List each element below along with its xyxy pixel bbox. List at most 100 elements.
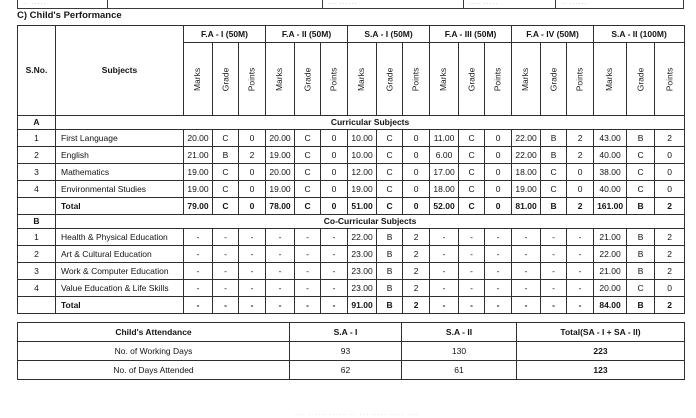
mark-cell: 2 bbox=[654, 245, 686, 263]
mark-cell: 6.00 bbox=[429, 146, 460, 164]
mark-cell: C bbox=[294, 180, 322, 198]
rotated-label: Grade bbox=[302, 67, 313, 91]
mark-cell: - bbox=[566, 279, 595, 297]
mark-cell: 0 bbox=[320, 146, 349, 164]
mark-cell: C bbox=[540, 180, 568, 198]
mark-cell: 2 bbox=[402, 262, 431, 280]
rotated-column-header: Points bbox=[237, 42, 267, 116]
total-row: Total 79.00 C 0 78.00 C 0 51.00 C 0 52.00 C 0 81.00 B 2… bbox=[17, 197, 686, 215]
subject-name-cell: Total bbox=[55, 197, 184, 215]
mark-cell: - bbox=[511, 228, 542, 246]
rotated-column-header: Grade bbox=[212, 42, 239, 116]
mark-cell: 21.00 bbox=[593, 262, 628, 280]
mark-cell: B bbox=[626, 228, 656, 246]
mark-cell: C bbox=[294, 197, 322, 215]
attendance-value-cell: 123 bbox=[516, 360, 685, 380]
mark-cell: 84.00 bbox=[593, 296, 628, 314]
exam-group-header: S.A - II (100M) bbox=[593, 25, 686, 43]
mark-cell: - bbox=[511, 296, 542, 314]
mark-cell: C bbox=[212, 163, 239, 181]
subject-name-cell: Environmental Studies bbox=[55, 180, 184, 198]
mark-cell: 0 bbox=[237, 129, 267, 147]
attendance-column-header: Total(SA - I + SA - II) bbox=[516, 322, 685, 342]
rotated-column-header: Marks bbox=[429, 42, 460, 116]
section-title: Co-Curricular Subjects bbox=[54, 214, 686, 229]
mark-cell: - bbox=[566, 262, 595, 280]
mark-cell: 19.00 bbox=[183, 163, 213, 181]
mark-cell: - bbox=[540, 262, 568, 280]
mark-cell: C bbox=[540, 163, 568, 181]
mark-cell: 21.00 bbox=[593, 228, 628, 246]
attendance-value-cell: 62 bbox=[289, 360, 402, 380]
mark-cell: - bbox=[183, 296, 213, 314]
sno-cell: 1 bbox=[17, 228, 56, 246]
subject-row: 2 Art & Cultural Education - - - - - -23.00 B 2- -… bbox=[17, 245, 686, 263]
mark-cell: 51.00 bbox=[347, 197, 378, 215]
total-row: Total - - - - - -91.00 B 2- - - - - -84.00 B 2 bbox=[17, 296, 686, 314]
mark-cell: B bbox=[540, 146, 568, 164]
attendance-label-cell: No. of Working Days bbox=[17, 341, 290, 361]
clipped-cell: ··· ······ bbox=[323, 0, 464, 8]
mark-cell: B bbox=[626, 197, 656, 215]
mark-cell: 78.00 bbox=[265, 197, 296, 215]
mark-cell: - bbox=[212, 279, 239, 297]
mark-cell: C bbox=[626, 180, 656, 198]
mark-cell: 2 bbox=[402, 279, 431, 297]
mark-cell: C bbox=[458, 129, 486, 147]
mark-cell: 0 bbox=[320, 180, 349, 198]
subject-row: 3 Mathematics 19.00 C 0 20.00 C 0 12.00 C 0 17.00 C 0… bbox=[17, 163, 686, 181]
mark-cell: C bbox=[458, 163, 486, 181]
mark-cell: - bbox=[294, 296, 322, 314]
rotated-column-header: Marks bbox=[593, 42, 628, 116]
rotated-label: Grade bbox=[635, 67, 646, 91]
mark-cell: 2 bbox=[566, 129, 595, 147]
rotated-column-header: Points bbox=[484, 42, 513, 116]
previous-table-clipped-row: ·· ····· ··· ······ ···· ····· ·· ······ bbox=[17, 0, 684, 9]
mark-cell: - bbox=[511, 262, 542, 280]
exam-group-header: S.A - I (50M) bbox=[347, 25, 431, 43]
mark-cell: - bbox=[237, 279, 267, 297]
mark-cell: B bbox=[376, 228, 404, 246]
mark-cell: 22.00 bbox=[511, 146, 542, 164]
mark-cell: 0 bbox=[402, 129, 431, 147]
rotated-column-header: Points bbox=[566, 42, 595, 116]
mark-cell: 18.00 bbox=[511, 163, 542, 181]
performance-table: S.No. Subjects F.A - I (50M) F.A - II (50… bbox=[17, 25, 686, 314]
rotated-label: Marks bbox=[604, 67, 615, 91]
mark-cell: - bbox=[183, 279, 213, 297]
mark-cell: C bbox=[626, 163, 656, 181]
mark-cell: C bbox=[212, 197, 239, 215]
mark-cell: 22.00 bbox=[511, 129, 542, 147]
mark-cell: C bbox=[458, 180, 486, 198]
attendance-column-header: S.A - II bbox=[401, 322, 517, 342]
mark-cell: 2 bbox=[402, 245, 431, 263]
mark-cell: - bbox=[294, 279, 322, 297]
attendance-row: No. of Working Days 93 130 223 bbox=[17, 341, 685, 361]
rotated-column-header: Points bbox=[402, 42, 431, 116]
subject-name-cell: Value Education & Life Skills bbox=[55, 279, 184, 297]
mark-cell: 0 bbox=[320, 197, 349, 215]
rotated-label: Grade bbox=[548, 67, 559, 91]
mark-cell: - bbox=[320, 228, 349, 246]
rotated-column-header: Grade bbox=[626, 42, 656, 116]
mark-cell: - bbox=[540, 296, 568, 314]
sno-cell: 4 bbox=[17, 180, 56, 198]
mark-cell: 23.00 bbox=[347, 262, 378, 280]
mark-cell: 2 bbox=[402, 228, 431, 246]
mark-cell: C bbox=[212, 180, 239, 198]
rotated-label: Grade bbox=[384, 67, 395, 91]
mark-cell: 20.00 bbox=[593, 279, 628, 297]
exam-group-header: F.A - I (50M) bbox=[182, 25, 267, 43]
mark-cell: 0 bbox=[237, 163, 267, 181]
clipped-cell bbox=[108, 0, 323, 8]
rotated-label: Grade bbox=[466, 67, 477, 91]
mark-cell: - bbox=[294, 228, 322, 246]
mark-cell: C bbox=[458, 146, 486, 164]
mark-cell: C bbox=[376, 197, 404, 215]
rotated-label: Points bbox=[664, 67, 675, 91]
mark-cell: 161.00 bbox=[593, 197, 628, 215]
mark-cell: - bbox=[540, 228, 568, 246]
mark-cell: - bbox=[212, 245, 239, 263]
mark-cell: 20.00 bbox=[265, 129, 296, 147]
mark-cell: - bbox=[511, 279, 542, 297]
